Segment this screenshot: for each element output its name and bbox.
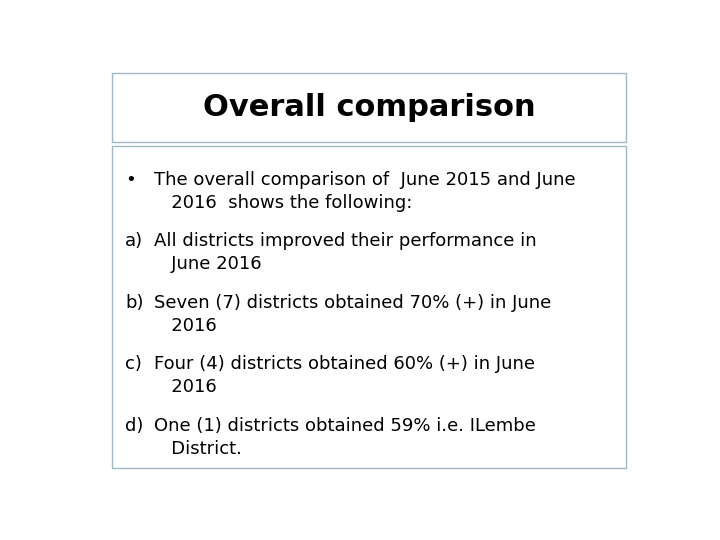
Text: One (1) districts obtained 59% i.e. ILembe: One (1) districts obtained 59% i.e. ILem… (154, 417, 536, 435)
Text: June 2016: June 2016 (154, 255, 262, 273)
Text: a): a) (125, 232, 143, 251)
Text: Overall comparison: Overall comparison (203, 93, 535, 122)
Text: b): b) (125, 294, 144, 312)
Text: 2016: 2016 (154, 317, 217, 335)
Text: Seven (7) districts obtained 70% (+) in June: Seven (7) districts obtained 70% (+) in … (154, 294, 552, 312)
Text: 2016: 2016 (154, 379, 217, 396)
FancyBboxPatch shape (112, 146, 626, 468)
Text: District.: District. (154, 440, 242, 458)
Text: Four (4) districts obtained 60% (+) in June: Four (4) districts obtained 60% (+) in J… (154, 355, 535, 374)
Text: All districts improved their performance in: All districts improved their performance… (154, 232, 537, 251)
Text: c): c) (125, 355, 142, 374)
FancyBboxPatch shape (112, 73, 626, 141)
Text: •: • (125, 171, 136, 189)
Text: d): d) (125, 417, 143, 435)
Text: The overall comparison of  June 2015 and June: The overall comparison of June 2015 and … (154, 171, 576, 189)
Text: 2016  shows the following:: 2016 shows the following: (154, 194, 413, 212)
